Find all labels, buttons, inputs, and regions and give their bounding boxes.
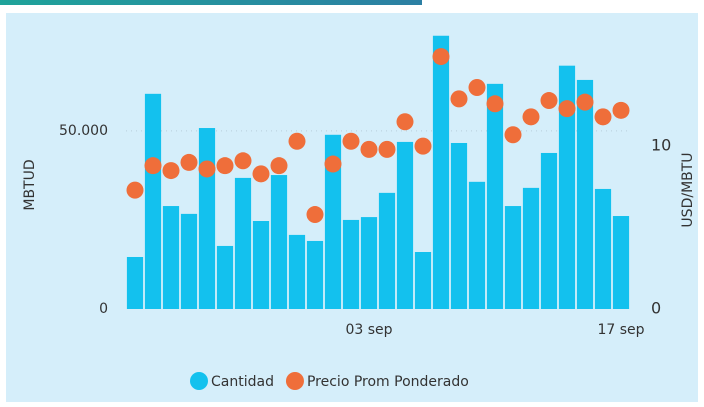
bar	[594, 188, 612, 309]
bar	[252, 221, 270, 309]
bar	[342, 219, 360, 309]
x-tick-label: 17 sep	[597, 322, 644, 338]
y-axis-title: MBTUD	[22, 159, 38, 210]
dot	[324, 155, 342, 173]
dot	[126, 181, 144, 199]
bar	[576, 79, 594, 310]
dot	[162, 162, 180, 180]
y2-tick-label: 0	[651, 299, 661, 318]
dot	[342, 132, 360, 150]
bar	[522, 187, 540, 309]
dot	[540, 92, 558, 110]
bar	[468, 181, 486, 309]
dot	[306, 206, 324, 224]
legend-swatch	[190, 372, 208, 390]
bar	[558, 65, 576, 310]
bar	[414, 252, 432, 309]
dot	[198, 160, 216, 178]
dot	[216, 157, 234, 175]
dot	[468, 79, 486, 97]
dot	[180, 153, 198, 171]
bar	[612, 216, 630, 309]
dot	[414, 137, 432, 155]
bar	[432, 35, 450, 309]
bar	[378, 192, 396, 309]
dot	[558, 100, 576, 118]
dot	[522, 108, 540, 126]
dot	[504, 126, 522, 144]
bar	[144, 93, 162, 309]
dot	[252, 165, 270, 183]
bar	[162, 206, 180, 309]
dot	[594, 108, 612, 126]
y-tick-label: 50.000	[59, 123, 108, 139]
bar	[450, 142, 468, 309]
bar	[504, 206, 522, 309]
dot	[234, 152, 252, 170]
dot	[270, 157, 288, 175]
legend-label: Precio Prom Ponderado	[307, 374, 469, 390]
dot	[396, 113, 414, 131]
dot	[288, 132, 306, 150]
bar	[198, 128, 216, 309]
bar	[360, 217, 378, 309]
dot	[432, 48, 450, 66]
dot	[612, 101, 630, 119]
y2-axis-title: USD/MBTU	[680, 152, 696, 227]
bar	[126, 256, 144, 309]
legend-label: Cantidad	[211, 374, 274, 390]
y2-tick-label: 10	[651, 136, 671, 155]
x-tick-label: 03 sep	[345, 322, 392, 338]
legend-swatch	[285, 372, 304, 390]
dot	[486, 95, 504, 113]
dot	[378, 140, 396, 158]
bar	[180, 213, 198, 309]
dot	[360, 140, 378, 158]
bar	[306, 240, 324, 309]
bar	[270, 175, 288, 309]
bar	[486, 83, 504, 309]
bar	[324, 134, 342, 309]
bar	[288, 234, 306, 309]
bar	[396, 141, 414, 309]
dot	[450, 90, 468, 108]
bar	[540, 152, 558, 309]
dot	[576, 93, 594, 111]
y-tick-label: 0	[99, 301, 108, 317]
dot	[144, 157, 162, 175]
chart-bg	[6, 13, 698, 402]
bar	[234, 177, 252, 309]
header-strip	[0, 0, 422, 5]
bar	[216, 245, 234, 309]
